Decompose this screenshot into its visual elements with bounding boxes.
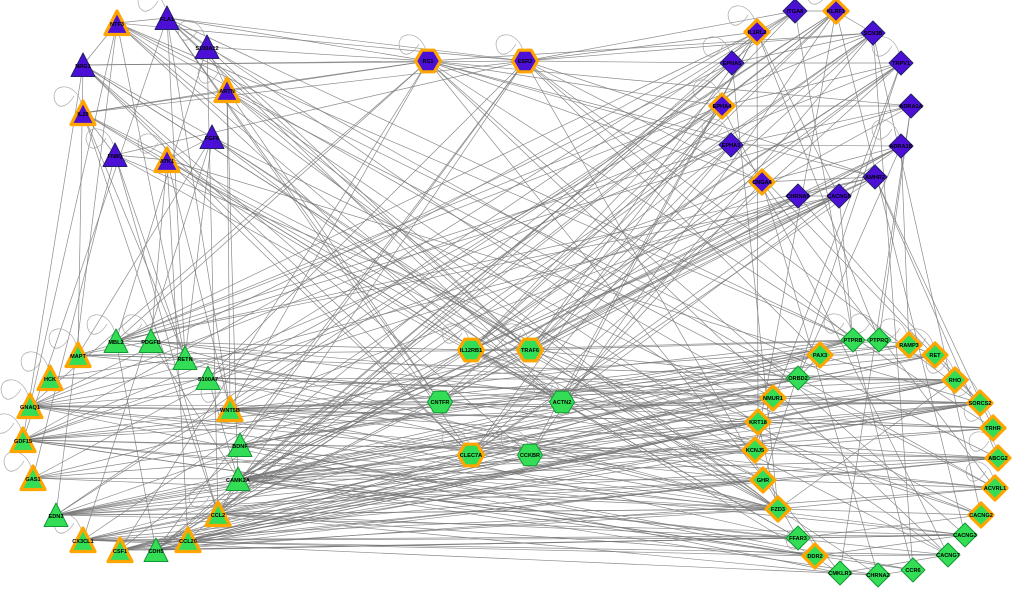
svg-text:FGF6: FGF6: [205, 136, 219, 142]
svg-text:ACTN2: ACTN2: [553, 400, 572, 406]
svg-text:S100A12: S100A12: [195, 46, 218, 52]
svg-text:WNT5B: WNT5B: [220, 408, 240, 414]
svg-text:PDGFB: PDGFB: [141, 340, 161, 346]
svg-text:KRT18: KRT18: [749, 420, 767, 426]
svg-text:TRHR: TRHR: [985, 426, 1001, 432]
svg-text:BDNF: BDNF: [232, 444, 248, 450]
svg-text:IL1RL2: IL1RL2: [748, 30, 767, 36]
svg-text:HCK: HCK: [44, 377, 56, 383]
svg-text:CCKBR: CCKBR: [520, 453, 540, 459]
svg-text:ESR2: ESR2: [518, 59, 533, 65]
svg-text:CCR6: CCR6: [905, 568, 920, 574]
svg-text:KLRF1: KLRF1: [827, 9, 845, 15]
svg-text:ABCG2: ABCG2: [988, 456, 1008, 462]
svg-text:NRG1: NRG1: [75, 64, 91, 70]
svg-text:CMKLR1: CMKLR1: [828, 571, 851, 577]
svg-text:CNGA4: CNGA4: [752, 180, 772, 186]
svg-text:CACNG3: CACNG3: [953, 533, 977, 539]
svg-text:MBL2: MBL2: [108, 340, 123, 346]
svg-text:FFAR3: FFAR3: [789, 536, 807, 542]
svg-text:CX3CL1: CX3CL1: [72, 539, 93, 545]
svg-text:NMUR1: NMUR1: [763, 396, 783, 402]
svg-text:IL20: IL20: [77, 112, 88, 118]
svg-text:CHRNA5: CHRNA5: [786, 194, 809, 200]
svg-text:RS1: RS1: [423, 59, 434, 65]
svg-text:GHR: GHR: [757, 478, 769, 484]
svg-text:PAX3: PAX3: [813, 353, 827, 359]
svg-text:CHRNA2: CHRNA2: [866, 573, 889, 579]
svg-text:NTF3: NTF3: [110, 22, 124, 28]
svg-text:EPHA4: EPHA4: [713, 104, 733, 110]
svg-text:SORCS2: SORCS2: [968, 401, 991, 407]
svg-text:FN8Q: FN8Q: [108, 154, 124, 160]
svg-text:ATK1: ATK1: [160, 159, 174, 165]
svg-text:SCN3B: SCN3B: [864, 31, 883, 37]
svg-text:EDN3: EDN3: [49, 514, 64, 520]
svg-text:CSF1: CSF1: [113, 549, 127, 555]
svg-text:RETN: RETN: [177, 357, 192, 363]
svg-text:IL12RB1: IL12RB1: [460, 348, 482, 354]
svg-text:EPHA3: EPHA3: [722, 143, 741, 149]
svg-text:DDR2: DDR2: [807, 554, 822, 560]
svg-text:FLA1: FLA1: [160, 17, 174, 23]
svg-text:ADRA1B: ADRA1B: [889, 144, 912, 150]
svg-text:CNTFR: CNTFR: [431, 400, 450, 406]
svg-text:CAMK2A: CAMK2A: [226, 478, 250, 484]
svg-text:RAMP3: RAMP3: [899, 343, 919, 349]
svg-text:CDH5: CDH5: [148, 549, 163, 555]
svg-text:MAPT: MAPT: [70, 354, 86, 360]
svg-text:EPHA5: EPHA5: [723, 61, 742, 67]
svg-text:CACNG7: CACNG7: [936, 553, 960, 559]
svg-text:ADRA1A: ADRA1A: [899, 104, 922, 110]
svg-text:CCL20: CCL20: [179, 539, 197, 545]
svg-text:KCNJ5: KCNJ5: [746, 448, 764, 454]
svg-text:ORBD2: ORBD2: [788, 376, 808, 382]
svg-text:ITGA8: ITGA8: [787, 9, 803, 15]
svg-text:CLEC7A: CLEC7A: [460, 453, 482, 459]
svg-text:PTPRB: PTPRB: [844, 338, 863, 344]
svg-text:ACVRL1: ACVRL1: [984, 486, 1006, 492]
svg-text:TRAF6: TRAF6: [521, 348, 539, 354]
svg-text:TRPV1: TRPV1: [892, 61, 910, 67]
svg-text:FZD3: FZD3: [771, 507, 785, 513]
svg-text:GNAQ1: GNAQ1: [20, 405, 40, 411]
svg-text:CACNG5: CACNG5: [827, 194, 851, 200]
svg-text:S100A7: S100A7: [198, 377, 218, 383]
svg-text:PTPRQ: PTPRQ: [869, 338, 889, 344]
svg-text:CCL2: CCL2: [211, 513, 226, 519]
svg-text:ARTN: ARTN: [219, 89, 235, 95]
svg-text:CACNG2: CACNG2: [969, 513, 993, 519]
svg-text:AMHR2: AMHR2: [865, 175, 885, 181]
svg-text:GDF15: GDF15: [14, 439, 32, 445]
svg-text:GAS1: GAS1: [25, 477, 40, 483]
svg-text:RET: RET: [929, 353, 941, 359]
svg-text:RHO: RHO: [949, 378, 962, 384]
